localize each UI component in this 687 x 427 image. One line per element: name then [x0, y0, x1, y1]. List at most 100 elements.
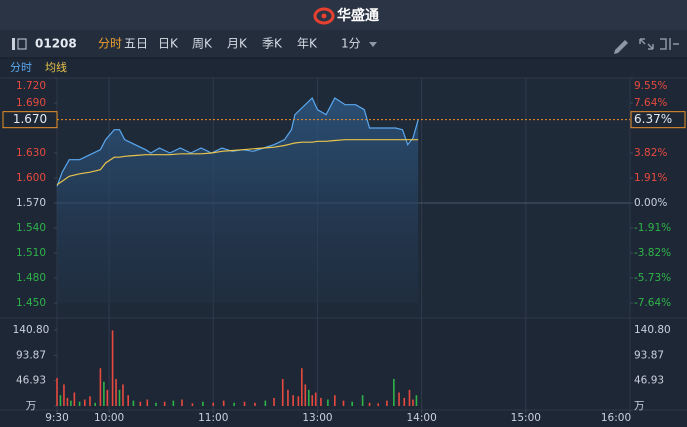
- volume-bar: [264, 400, 267, 406]
- y-tick-label: 1.480: [16, 272, 46, 284]
- y-tick-label: 1.540: [16, 222, 46, 234]
- volume-bar: [115, 379, 117, 406]
- volume-bar: [222, 400, 225, 406]
- volume-bar: [99, 368, 102, 406]
- interval-select[interactable]: 1分: [341, 37, 361, 51]
- volume-bar: [106, 389, 109, 406]
- y2-tick-label: 140.80: [634, 324, 671, 336]
- x-tick-label: 9:30: [45, 412, 69, 424]
- y-tick-label: 1.630: [16, 147, 46, 159]
- tab[interactable]: 年K: [297, 37, 318, 51]
- volume-bar: [368, 402, 371, 406]
- toolbar: [0, 30, 687, 58]
- volume-bar: [327, 399, 329, 406]
- y2-tick-label: 1.91%: [634, 172, 667, 184]
- volume-bar: [132, 400, 135, 406]
- volume-bar: [281, 379, 284, 406]
- y2-tick-label: 7.64%: [634, 97, 667, 109]
- x-tick-label: 14:00: [407, 412, 437, 424]
- y2-tick-label: 3.82%: [634, 147, 667, 159]
- y2-tick-label: 46.93: [634, 375, 664, 387]
- logo-icon: [313, 7, 335, 25]
- volume-bar: [73, 392, 76, 406]
- y2-tick-label: 9.55%: [634, 80, 667, 92]
- volume-bar: [83, 399, 86, 406]
- volume-bar: [191, 403, 194, 406]
- collapse-icon[interactable]: [12, 38, 27, 50]
- tab[interactable]: 日K: [158, 37, 179, 51]
- y-tick-label: 140.80: [13, 324, 50, 336]
- volume-bar: [307, 389, 310, 406]
- y2-tick-label: -1.91%: [634, 222, 671, 234]
- y-tick-label: 1.570: [16, 197, 46, 209]
- last-change-box: [630, 111, 686, 129]
- x-tick-label: 16:00: [601, 412, 631, 424]
- y-tick-label: 1.600: [16, 172, 46, 184]
- volume-bar: [70, 400, 72, 406]
- volume-bar: [66, 397, 69, 406]
- price-area: [57, 98, 419, 303]
- dropdown-arrow[interactable]: [369, 42, 377, 47]
- volume-bar: [297, 396, 300, 406]
- y2-tick-label: -3.82%: [634, 247, 671, 259]
- volume-bar: [334, 395, 336, 406]
- volume-bar: [163, 401, 166, 406]
- volume-bar: [56, 377, 58, 406]
- y-tick-label: 1.720: [16, 80, 46, 92]
- volume-bar: [243, 401, 246, 406]
- y-tick-label: 93.87: [16, 349, 46, 361]
- panel-icon[interactable]: [660, 38, 679, 50]
- volume-bar: [415, 395, 418, 406]
- volume-bar: [181, 399, 183, 406]
- tab[interactable]: 分时: [98, 37, 122, 51]
- volume-bar: [314, 392, 317, 406]
- volume-bar: [212, 402, 215, 406]
- volume-bar: [139, 401, 142, 406]
- volume-bar: [146, 399, 149, 406]
- last-price-box: [2, 111, 58, 129]
- x-tick-label: 15:00: [511, 412, 541, 424]
- plot: 1.720 1.690 1.630 1.600 1.570 1.540 1.510 1.480…: [2, 77, 686, 424]
- volume-bar: [59, 395, 62, 406]
- stock-code: 01208: [35, 37, 77, 51]
- logo: 华盛通: [313, 7, 379, 25]
- tab[interactable]: 季K: [262, 37, 283, 51]
- volume-bar: [287, 389, 289, 406]
- legend-entry[interactable]: 均线: [45, 60, 67, 74]
- volume-bar: [403, 397, 406, 406]
- volume-bar: [377, 403, 380, 406]
- y-tick-label: 万: [26, 400, 37, 412]
- volume-bar: [304, 384, 307, 406]
- draw-icon[interactable]: [614, 40, 628, 54]
- x-tick-label: 10:00: [94, 412, 124, 424]
- volume-bar: [233, 402, 235, 406]
- volume-bar: [361, 395, 364, 406]
- tab[interactable]: 五日: [124, 37, 148, 51]
- logo-text: 华盛通: [337, 7, 379, 24]
- tab[interactable]: 月K: [227, 37, 248, 51]
- volume-bar: [118, 389, 121, 406]
- legend-entry[interactable]: 分时: [10, 61, 32, 74]
- volume-bar: [254, 402, 256, 406]
- volume-bar: [398, 392, 400, 406]
- y2-tick-label: 0.00%: [634, 197, 667, 209]
- volume-bar: [155, 402, 157, 406]
- y-tick-label: 1.450: [16, 297, 46, 309]
- volume-bar: [342, 400, 345, 406]
- y2-tick-label: 93.87: [634, 349, 664, 361]
- volume-bar: [386, 400, 388, 406]
- y2-tick-label: -7.64%: [634, 297, 671, 309]
- last-change-label: 6.37%: [634, 112, 672, 126]
- expand-icon[interactable]: [639, 38, 654, 50]
- tab[interactable]: 周K: [192, 37, 213, 51]
- volume-bar: [408, 389, 411, 406]
- volume-bar: [94, 402, 96, 406]
- volume-bar: [311, 395, 314, 406]
- volume-bar: [63, 384, 65, 406]
- series-line: [56, 139, 419, 186]
- x-tick-label: 13:00: [302, 412, 332, 424]
- volume-bar: [292, 395, 294, 406]
- volume-bar: [172, 400, 175, 406]
- volume-bar: [202, 401, 204, 406]
- y-tick-label: 46.93: [16, 375, 46, 387]
